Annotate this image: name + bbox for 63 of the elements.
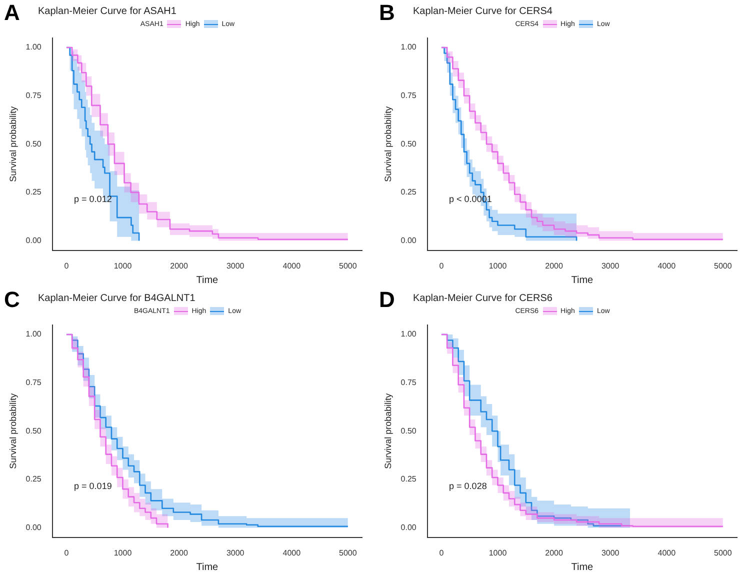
chart-title: Kaplan-Meier Curve for ASAH1: [38, 6, 176, 17]
y-axis-title: Survival probability: [8, 392, 18, 469]
x-tick-label: 4000: [282, 548, 302, 558]
y-tick-label: 0.50: [26, 426, 42, 436]
y-tick-label: 0.75: [400, 90, 417, 100]
y-tick-label: 1.00: [400, 330, 417, 339]
x-tick-label: 2000: [170, 261, 188, 270]
y-tick-label: 0.00: [400, 236, 417, 245]
x-tick-label: 0: [64, 261, 70, 270]
y-tick-label: 1.00: [400, 42, 417, 52]
x-axis-title: Time: [571, 274, 594, 286]
y-tick-label: 0.50: [400, 139, 417, 148]
x-tick-label: 0: [64, 548, 70, 558]
annotation: p = 0.012: [74, 194, 112, 204]
x-tick-label: 0: [439, 261, 444, 270]
y-axis-title: Survival probability: [8, 106, 18, 182]
y-tick-label: 0.25: [400, 188, 417, 197]
y-axis-title: Survival probability: [382, 106, 393, 182]
x-tick-label: 4000: [658, 548, 676, 558]
chart-title: Kaplan-Meier Curve for CERS6: [413, 293, 552, 304]
y-tick-label: 0.75: [400, 378, 417, 387]
x-tick-label: 5000: [714, 548, 732, 558]
annotation: p = 0.028: [449, 480, 487, 491]
text: B: [379, 0, 395, 26]
y-tick-label: 1.00: [26, 330, 42, 339]
x-tick-label: 1000: [488, 261, 508, 270]
x-tick-label: 0: [439, 548, 444, 558]
x-tick-label: 2000: [545, 261, 564, 270]
x-tick-label: 5000: [339, 261, 358, 270]
y-tick-label: 0.25: [26, 188, 42, 197]
x-tick-label: 4000: [658, 261, 676, 270]
x-tick-label: 5000: [714, 261, 732, 270]
y-tick-label: 1.00: [26, 42, 42, 52]
text: A: [4, 0, 20, 26]
x-tick-label: 3000: [601, 548, 620, 558]
chart-title: Kaplan-Meier Curve for B4GALNT1: [38, 293, 196, 304]
text: D: [379, 287, 395, 313]
x-tick-label: 2000: [545, 548, 564, 558]
annotation: p = 0.019: [74, 480, 112, 491]
y-tick-label: 0.25: [26, 474, 42, 484]
x-axis-title: Time: [196, 562, 219, 573]
y-tick-label: 0.75: [26, 378, 42, 387]
x-axis-title: Time: [571, 562, 594, 573]
y-tick-label: 0.00: [400, 522, 417, 532]
x-tick-label: 2000: [170, 548, 188, 558]
x-axis-title: Time: [196, 274, 219, 286]
y-tick-label: 0.50: [26, 139, 42, 148]
x-tick-label: 1000: [114, 548, 132, 558]
x-tick-label: 4000: [282, 261, 302, 270]
x-tick-label: 1000: [488, 548, 508, 558]
y-tick-label: 0.25: [400, 474, 417, 484]
x-tick-label: 1000: [114, 261, 132, 270]
x-tick-label: 5000: [339, 548, 358, 558]
x-tick-label: 3000: [226, 261, 245, 270]
y-tick-label: 0.75: [26, 90, 42, 100]
y-tick-label: 0.00: [26, 522, 42, 532]
x-tick-label: 3000: [601, 261, 620, 270]
y-axis-title: Survival probability: [382, 392, 393, 469]
y-tick-label: 0.50: [400, 426, 417, 436]
text: C: [4, 287, 20, 313]
x-tick-label: 3000: [226, 548, 245, 558]
y-tick-label: 0.00: [26, 236, 42, 245]
chart-title: Kaplan-Meier Curve for CERS4: [413, 6, 552, 17]
